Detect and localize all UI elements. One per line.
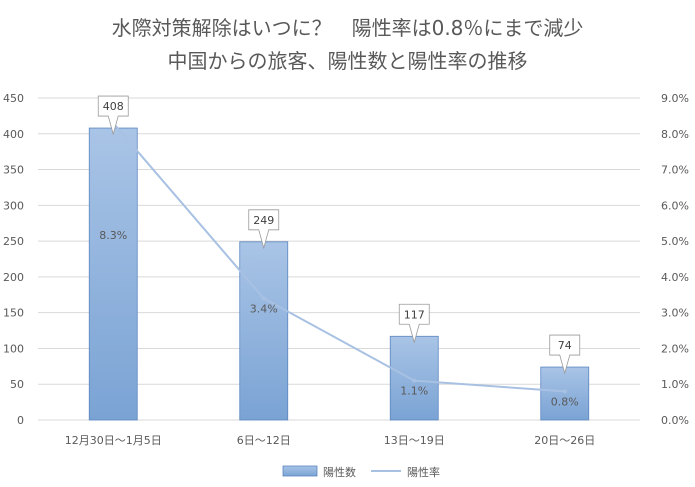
- y-tick-label: 150: [3, 307, 24, 320]
- y-tick-label: 400: [3, 128, 24, 141]
- legend-label-bar: 陽性数: [323, 465, 356, 479]
- line-data-label: 1.1%: [400, 385, 428, 398]
- y-tick-label: 350: [3, 164, 24, 177]
- x-tick-label: 20日〜26日: [534, 434, 595, 447]
- callout-box: [248, 209, 280, 250]
- bar: [239, 241, 289, 421]
- x-tick-label: 13日〜19日: [384, 434, 445, 447]
- legend-swatch-bar: [282, 465, 318, 477]
- y-tick-label: 50: [10, 378, 24, 391]
- line-point: [562, 389, 567, 394]
- bar: [88, 127, 138, 421]
- y2-tick-label: 2.0%: [661, 342, 689, 355]
- y2-tick-label: 4.0%: [661, 271, 689, 284]
- y-tick-label: 0: [17, 414, 24, 427]
- line-series: [112, 122, 565, 393]
- bar: [389, 335, 439, 421]
- x-tick-label: 12月30日〜1月5日: [65, 434, 162, 447]
- bar-data-label: 117: [404, 308, 425, 321]
- y-tick-label: 100: [3, 342, 24, 355]
- bar: [540, 366, 590, 421]
- bar-data-label-callout: 408: [97, 95, 129, 136]
- y2-tick-label: 3.0%: [661, 307, 689, 320]
- line-data-label: 0.8%: [551, 395, 579, 408]
- chart-title: 水際対策解除はいつに？ 陽性率は0.8％にまで減少: [111, 16, 584, 40]
- y-tick-label: 250: [3, 235, 24, 248]
- y-tick-label: 200: [3, 271, 24, 284]
- line-data-label: 3.4%: [250, 302, 278, 315]
- bar-data-label-callout: 249: [248, 209, 280, 250]
- y2-tick-label: 6.0%: [661, 199, 689, 212]
- bar-data-label: 249: [253, 214, 274, 227]
- y2-tick-label: 5.0%: [661, 235, 689, 248]
- bar-data-label: 74: [558, 339, 572, 352]
- line-point: [261, 296, 266, 301]
- y2-tick-label: 8.0%: [661, 128, 689, 141]
- y2-tick-label: 9.0%: [661, 92, 689, 105]
- bar-data-label-callout: 117: [398, 303, 430, 344]
- x-tick-label: 6日〜12日: [237, 434, 291, 447]
- y2-tick-label: 7.0%: [661, 164, 689, 177]
- y2-tick-label: 0.0%: [661, 414, 689, 427]
- bar-data-label-callout: 74: [549, 334, 581, 375]
- legend-label-line: 陽性率: [407, 465, 440, 479]
- line-point: [412, 378, 417, 383]
- bar-data-label: 408: [103, 100, 124, 113]
- callout-box: [398, 303, 430, 344]
- callout-box: [97, 95, 129, 136]
- line-data-label: 8.3%: [99, 229, 127, 242]
- y-tick-label: 300: [3, 199, 24, 212]
- chart-subtitle: 中国からの旅客、陽性数と陽性率の推移: [167, 49, 528, 73]
- callout-box: [549, 334, 581, 375]
- y-tick-label: 450: [3, 92, 24, 105]
- y2-tick-label: 1.0%: [661, 378, 689, 391]
